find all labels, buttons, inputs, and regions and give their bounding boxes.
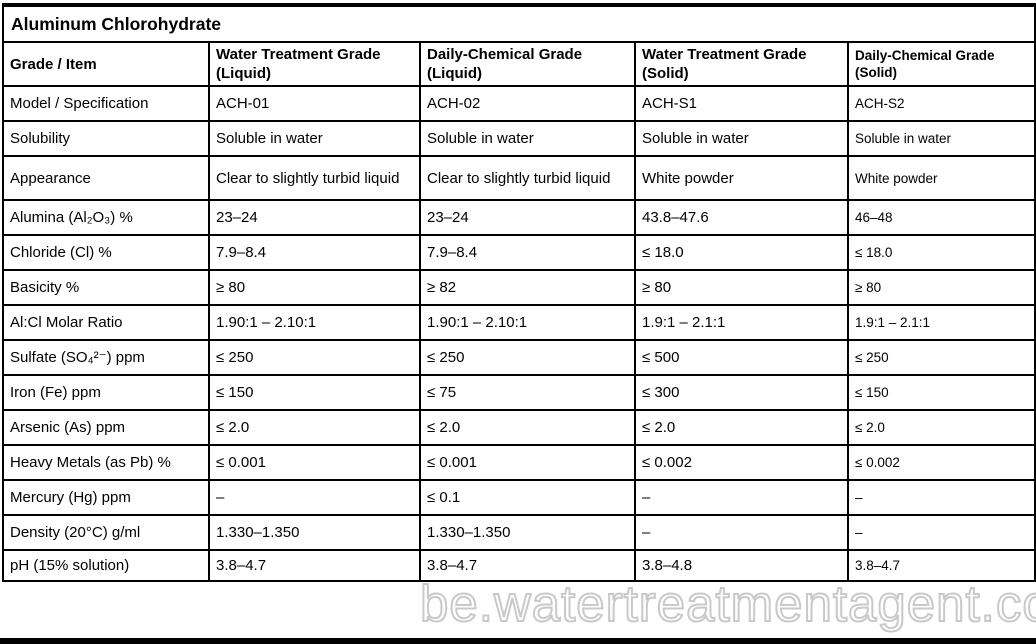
cell-value: ACH-01	[208, 85, 421, 123]
cell-value: ≤ 2.0	[846, 409, 1036, 447]
table-row: Solubility Soluble in water Soluble in w…	[2, 120, 1036, 158]
cell-value: ≤ 0.001	[419, 444, 636, 482]
cell-value: –	[846, 514, 1036, 552]
column-header: Daily-Chemical Grade (Solid)	[846, 40, 1036, 88]
cell-value: 1.90:1 – 2.10:1	[419, 304, 636, 342]
cell-value: 43.8–47.6	[634, 199, 849, 237]
cell-value: 1.90:1 – 2.10:1	[208, 304, 421, 342]
cell-value: Soluble in water	[846, 120, 1036, 158]
column-header: Water Treatment Grade (Liquid)	[208, 40, 421, 88]
cell-value: 1.9:1 – 2.1:1	[846, 304, 1036, 342]
cell-value: ≥ 80	[846, 269, 1036, 307]
cell-value: 23–24	[419, 199, 636, 237]
cell-value: 46–48	[846, 199, 1036, 237]
row-label: Chloride (Cl) %	[2, 234, 210, 272]
cell-value: ≤ 150	[846, 374, 1036, 412]
bottom-border-bar	[0, 638, 1036, 644]
cell-value: ≤ 500	[634, 339, 849, 377]
cell-value: ≤ 2.0	[419, 409, 636, 447]
row-label: Iron (Fe) ppm	[2, 374, 210, 412]
table-row: Basicity % ≥ 80 ≥ 82 ≥ 80 ≥ 80	[2, 269, 1036, 307]
header-row: Grade / Item Water Treatment Grade (Liqu…	[2, 40, 1036, 88]
table-row: Density (20°C) g/ml 1.330–1.350 1.330–1.…	[2, 514, 1036, 552]
row-label: pH (15% solution)	[2, 549, 210, 583]
row-label: Heavy Metals (as Pb) %	[2, 444, 210, 482]
cell-value: ACH-S2	[846, 85, 1036, 123]
table-row: Mercury (Hg) ppm – ≤ 0.1 – –	[2, 479, 1036, 517]
cell-value: ≤ 250	[419, 339, 636, 377]
table-row: Sulfate (SO₄²⁻) ppm ≤ 250 ≤ 250 ≤ 500 ≤ …	[2, 339, 1036, 377]
row-label: Sulfate (SO₄²⁻) ppm	[2, 339, 210, 377]
cell-value: Soluble in water	[419, 120, 636, 158]
cell-value: ≤ 0.002	[846, 444, 1036, 482]
cell-value: ≤ 250	[208, 339, 421, 377]
table-row: Iron (Fe) ppm ≤ 150 ≤ 75 ≤ 300 ≤ 150	[2, 374, 1036, 412]
cell-value: Clear to slightly turbid liquid	[419, 155, 636, 202]
column-header: Daily-Chemical Grade (Liquid)	[419, 40, 636, 88]
cell-value: 3.8–4.7	[208, 549, 421, 583]
spec-table: Aluminum Chlorohydrate Grade / Item Wate…	[1, 3, 1036, 583]
row-label: Mercury (Hg) ppm	[2, 479, 210, 517]
cell-value: –	[846, 479, 1036, 517]
column-header: Water Treatment Grade (Solid)	[634, 40, 849, 88]
cell-value: Soluble in water	[634, 120, 849, 158]
cell-value: ACH-02	[419, 85, 636, 123]
cell-value: ≤ 0.1	[419, 479, 636, 517]
row-label: Arsenic (As) ppm	[2, 409, 210, 447]
table-row: Heavy Metals (as Pb) % ≤ 0.001 ≤ 0.001 ≤…	[2, 444, 1036, 482]
row-label: Appearance	[2, 155, 210, 202]
table-row: Arsenic (As) ppm ≤ 2.0 ≤ 2.0 ≤ 2.0 ≤ 2.0	[2, 409, 1036, 447]
cell-value: ≤ 75	[419, 374, 636, 412]
cell-value: ≤ 250	[846, 339, 1036, 377]
cell-value: 3.8–4.8	[634, 549, 849, 583]
watermark: be.watertreatmentagent.com	[419, 574, 1036, 633]
table-row: Al:Cl Molar Ratio 1.90:1 – 2.10:1 1.90:1…	[2, 304, 1036, 342]
cell-value: 7.9–8.4	[208, 234, 421, 272]
cell-value: ≤ 2.0	[208, 409, 421, 447]
cell-value: ≤ 18.0	[634, 234, 849, 272]
cell-value: ≤ 300	[634, 374, 849, 412]
cell-value: 1.330–1.350	[419, 514, 636, 552]
row-label: Basicity %	[2, 269, 210, 307]
cell-value: 1.9:1 – 2.1:1	[634, 304, 849, 342]
column-header: Grade / Item	[2, 40, 210, 88]
page-title: Aluminum Chlorohydrate	[1, 4, 1036, 43]
table-row: pH (15% solution) 3.8–4.7 3.8–4.7 3.8–4.…	[2, 549, 1036, 583]
cell-value: ≤ 150	[208, 374, 421, 412]
cell-value: 1.330–1.350	[208, 514, 421, 552]
cell-value: White powder	[634, 155, 849, 202]
table-row: Model / Specification ACH-01 ACH-02 ACH-…	[2, 85, 1036, 123]
table-row: Chloride (Cl) % 7.9–8.4 7.9–8.4 ≤ 18.0 ≤…	[2, 234, 1036, 272]
cell-value: –	[634, 479, 849, 517]
cell-value: 3.8–4.7	[846, 549, 1036, 583]
cell-value: –	[208, 479, 421, 517]
row-label: Density (20°C) g/ml	[2, 514, 210, 552]
cell-value: –	[634, 514, 849, 552]
cell-value: ≤ 0.001	[208, 444, 421, 482]
cell-value: Soluble in water	[208, 120, 421, 158]
table-row: Alumina (Al₂O₃) % 23–24 23–24 43.8–47.6 …	[2, 199, 1036, 237]
cell-value: ≤ 18.0	[846, 234, 1036, 272]
row-label: Model / Specification	[2, 85, 210, 123]
cell-value: ≤ 2.0	[634, 409, 849, 447]
cell-value: ≤ 0.002	[634, 444, 849, 482]
row-label: Solubility	[2, 120, 210, 158]
row-label: Alumina (Al₂O₃) %	[2, 199, 210, 237]
row-label: Al:Cl Molar Ratio	[2, 304, 210, 342]
table-row: Appearance Clear to slightly turbid liqu…	[2, 155, 1036, 202]
cell-value: ACH-S1	[634, 85, 849, 123]
cell-value: 3.8–4.7	[419, 549, 636, 583]
cell-value: 7.9–8.4	[419, 234, 636, 272]
cell-value: ≥ 80	[208, 269, 421, 307]
cell-value: ≥ 82	[419, 269, 636, 307]
cell-value: 23–24	[208, 199, 421, 237]
cell-value: White powder	[846, 155, 1036, 202]
cell-value: Clear to slightly turbid liquid	[208, 155, 421, 202]
title-row: Aluminum Chlorohydrate	[1, 4, 1036, 43]
cell-value: ≥ 80	[634, 269, 849, 307]
